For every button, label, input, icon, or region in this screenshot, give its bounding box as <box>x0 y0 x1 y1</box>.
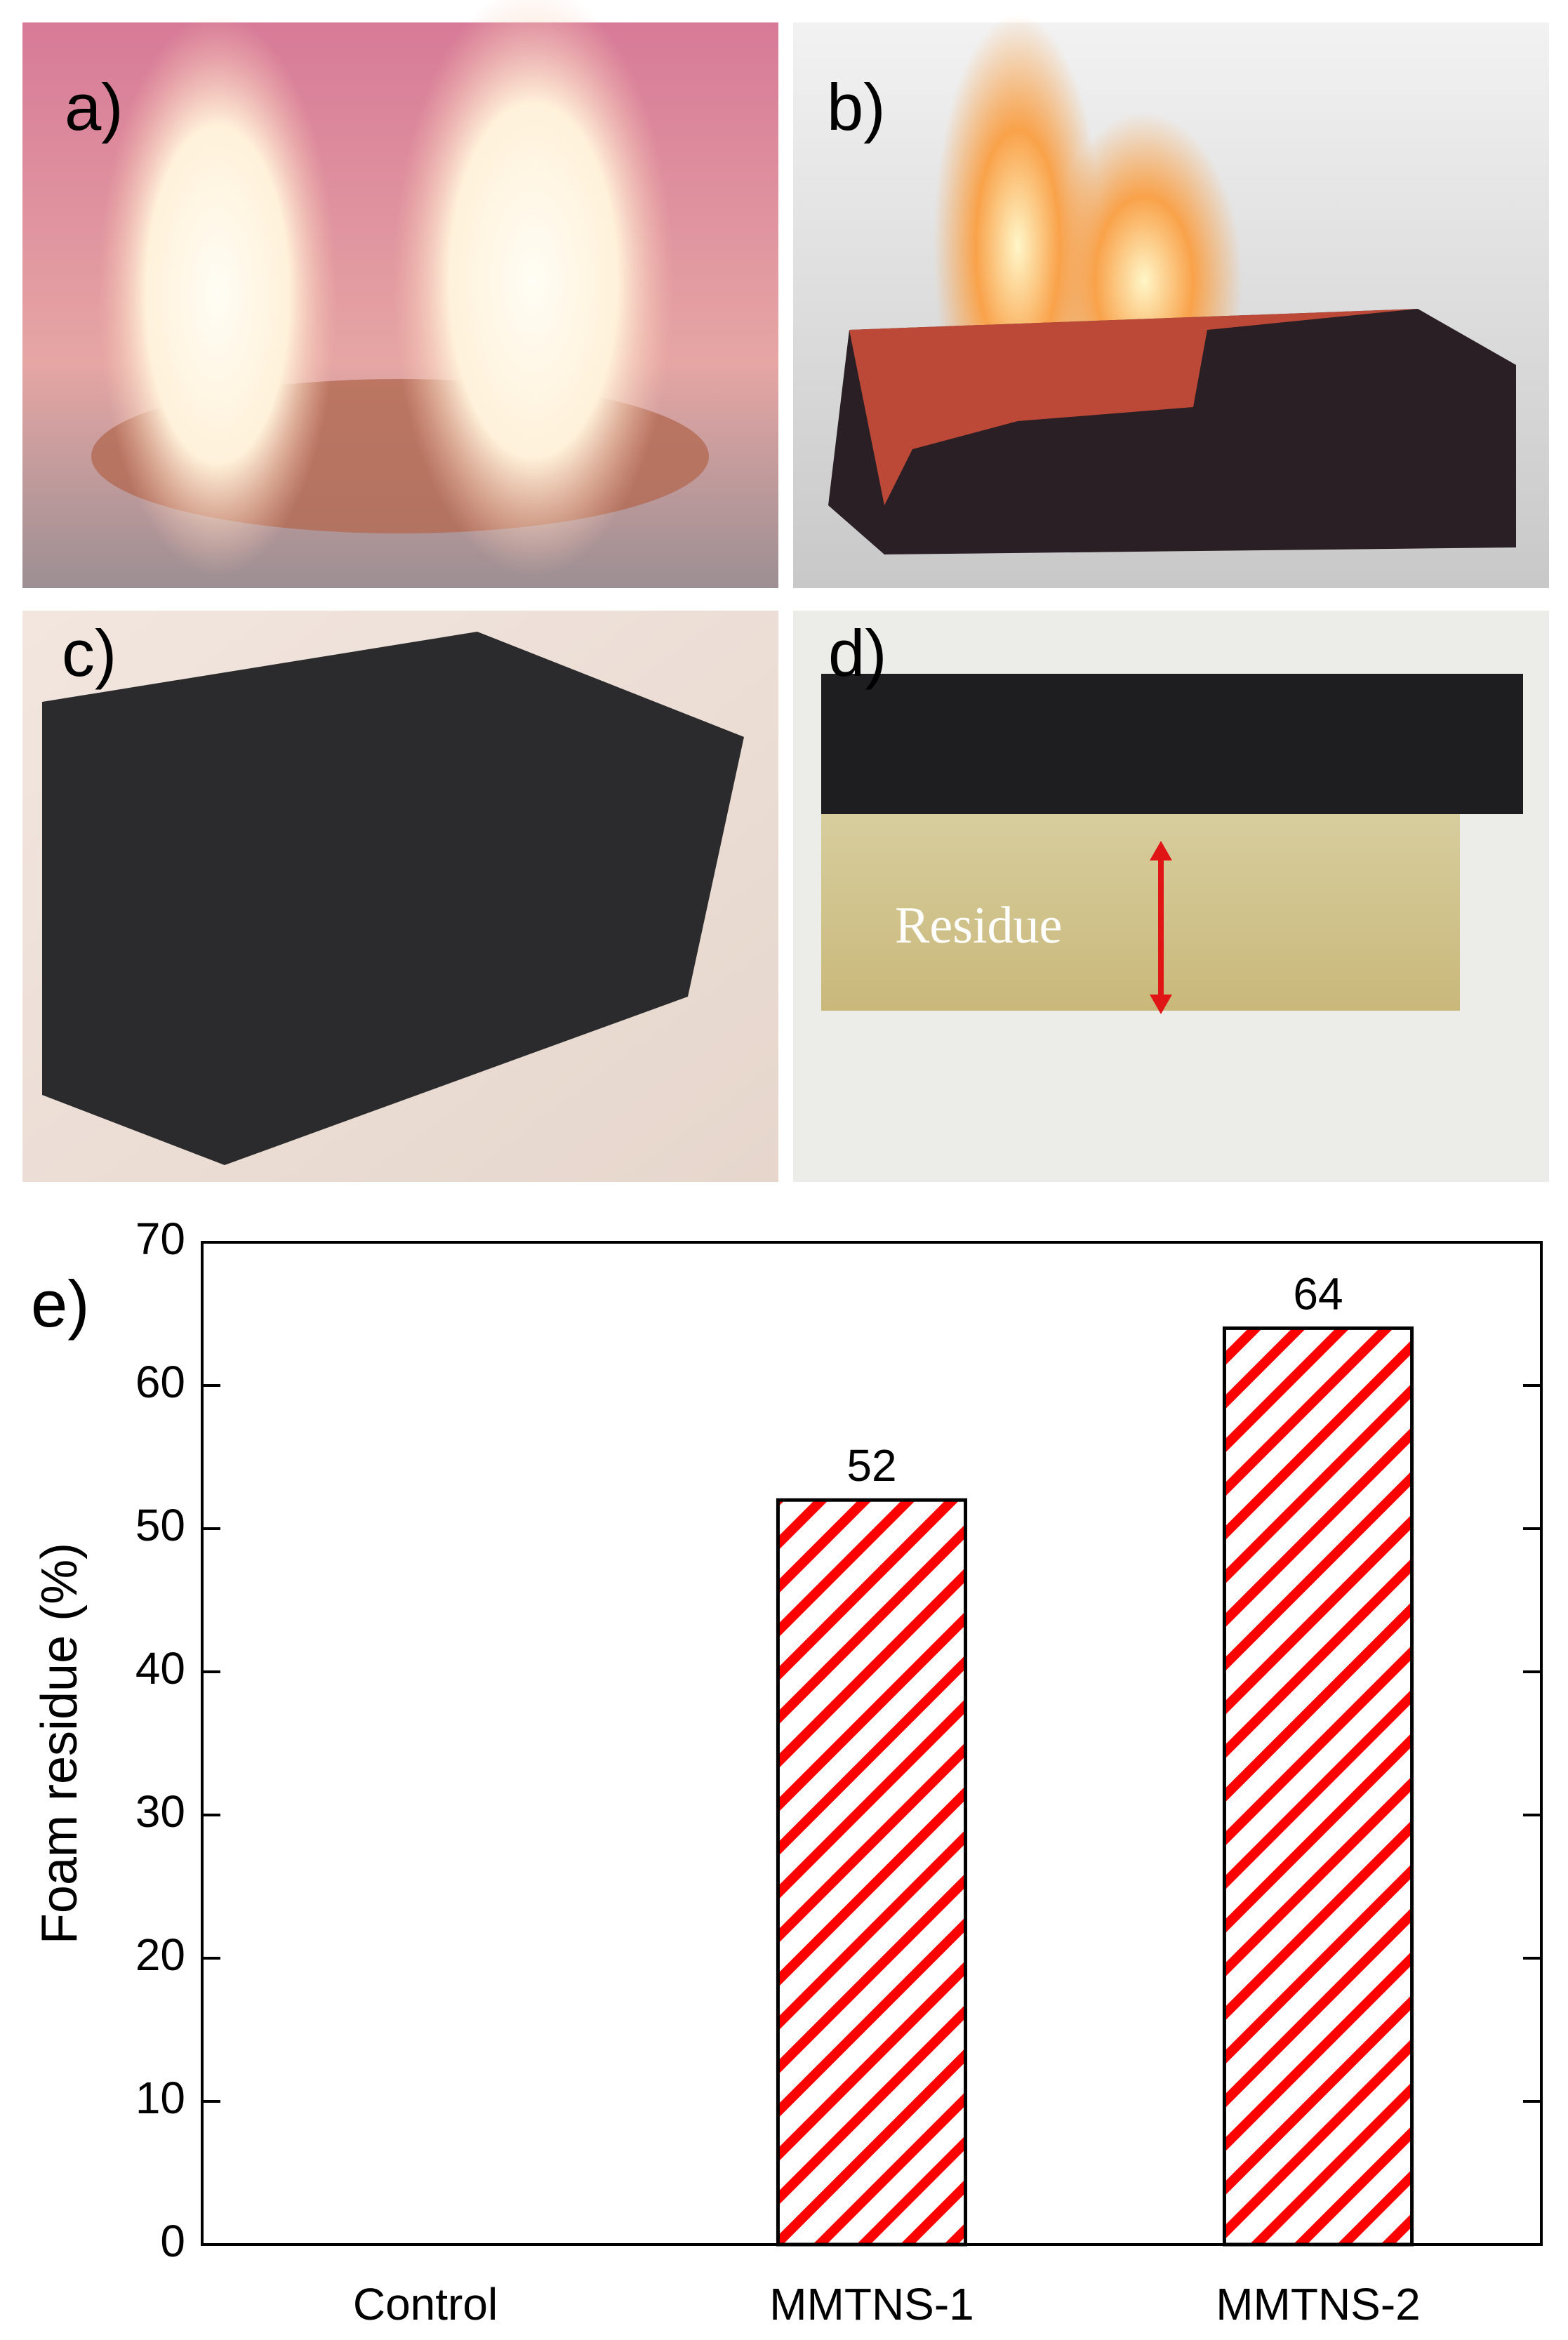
value-label: 52 <box>846 1440 896 1491</box>
y-tick-label: 30 <box>135 1786 185 1837</box>
panel-label: c) <box>62 616 117 690</box>
panel-label: a) <box>65 70 124 144</box>
x-tick-label: MMTNS-2 <box>1216 2279 1421 2329</box>
photo-a <box>22 0 778 588</box>
bar <box>1222 1326 1414 2247</box>
photo-b <box>793 14 1549 588</box>
x-tick-label: MMTNS-1 <box>769 2279 974 2329</box>
photo-c <box>22 611 778 1182</box>
panel-label: d) <box>828 616 887 690</box>
y-axis-title: Foam residue (%) <box>32 1543 88 1944</box>
residue-annotation: Residue <box>895 897 1062 955</box>
y-tick-label: 20 <box>135 1929 185 1980</box>
y-tick-label: 60 <box>135 1357 185 1407</box>
y-tick-label: 40 <box>135 1643 185 1694</box>
value-label: 64 <box>1293 1268 1343 1319</box>
panel-label: e) <box>31 1267 90 1341</box>
photo-d: Residue <box>793 611 1549 1182</box>
y-tick-label: 10 <box>135 2073 185 2123</box>
x-tick-label: Control <box>353 2279 498 2329</box>
y-tick-label: 70 <box>135 1214 185 1264</box>
bar <box>776 1498 968 2247</box>
plot: 0 10 20 30 40 50 60 70 Control MMTNS-1 52 MMTNS-2 64 <box>135 1214 1541 2329</box>
y-tick-label: 50 <box>135 1500 185 1550</box>
y-tick-label: 0 <box>160 2216 185 2266</box>
panel-label: b) <box>827 70 886 144</box>
